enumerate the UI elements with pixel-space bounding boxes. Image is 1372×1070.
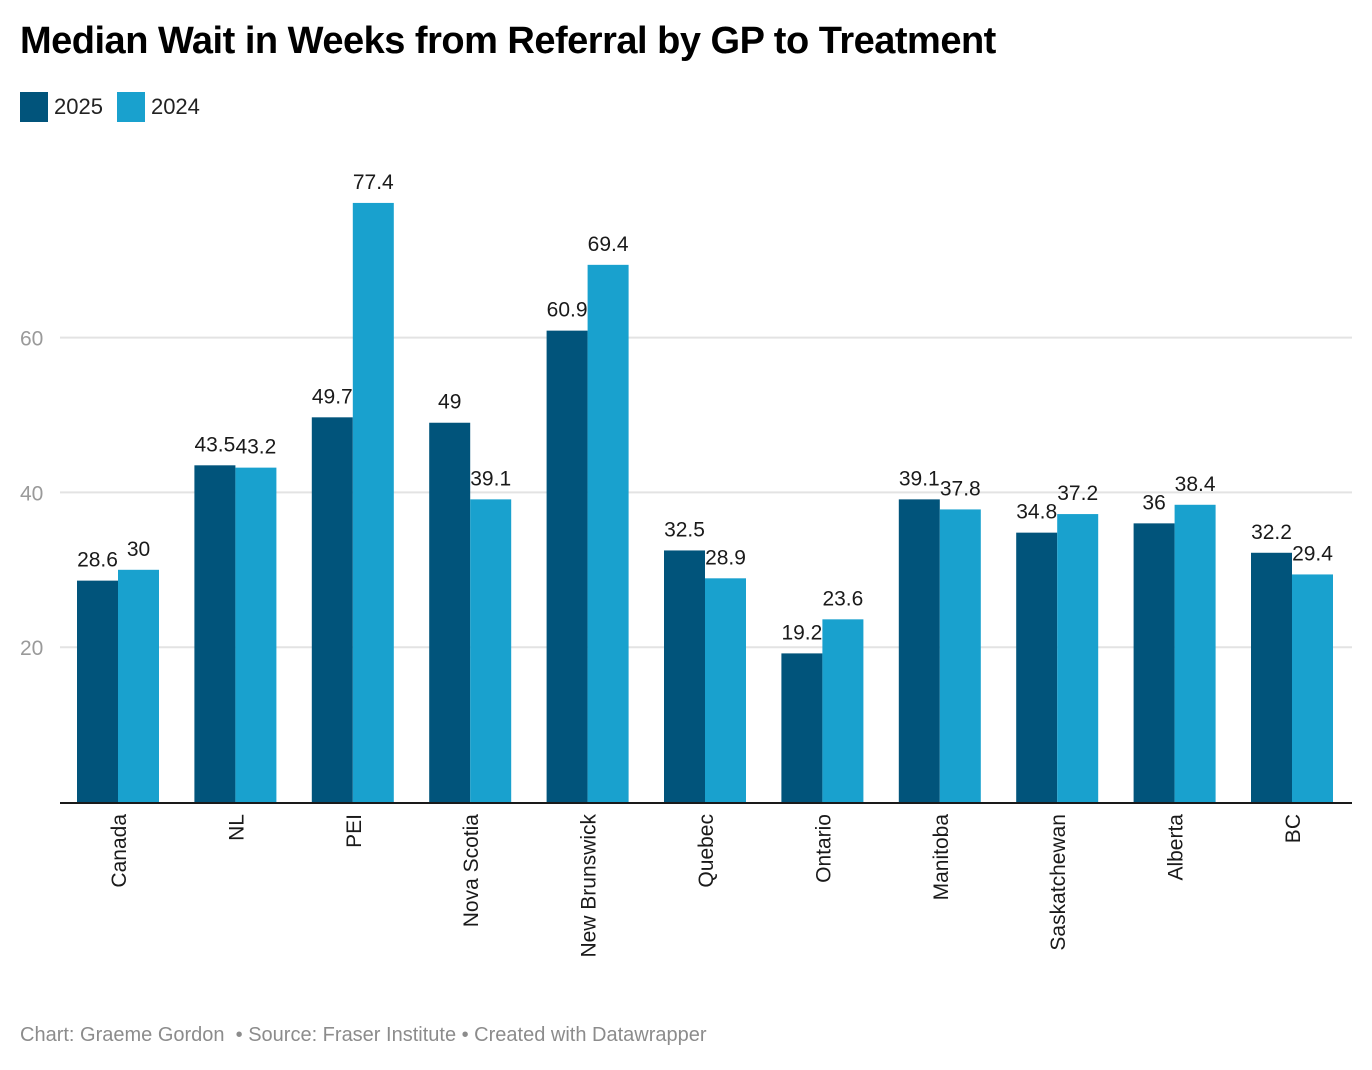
bar-2024-bc bbox=[1292, 574, 1333, 802]
data-label-2025-quebec: 32.5 bbox=[664, 518, 705, 541]
data-label-2025-manitoba: 39.1 bbox=[899, 467, 940, 490]
bar-2024-pei bbox=[352, 202, 394, 802]
data-label-2024-alberta: 38.4 bbox=[1175, 473, 1216, 496]
legend-label-2024: 2024 bbox=[150, 94, 200, 119]
data-label-2024-manitoba: 37.8 bbox=[940, 477, 981, 500]
x-tick-label-nl: NL bbox=[225, 814, 248, 841]
bar-2025-new-brunswick bbox=[546, 330, 588, 802]
data-label-2024-pei: 77.4 bbox=[353, 171, 394, 194]
x-tick-label-canada: Canada bbox=[108, 814, 131, 888]
bar-2024-new-brunswick bbox=[587, 264, 629, 802]
data-label-2025-saskatchewan: 34.8 bbox=[1016, 501, 1057, 524]
bar-2024-canada bbox=[118, 569, 159, 802]
data-label-2025-nova-scotia: 49 bbox=[438, 391, 461, 414]
data-label-2025-canada: 28.6 bbox=[77, 549, 118, 572]
bar-2025-quebec bbox=[664, 550, 705, 802]
bar-2025-bc bbox=[1251, 552, 1292, 802]
bar-chart: 20 40 60 28.6 30 Canada 43.5 43.2 NL 49.7 77.4 PEI 4… bbox=[20, 171, 1352, 958]
bar-2024-ontario bbox=[822, 619, 864, 802]
x-tick-label-new-brunswick: New Brunswick bbox=[578, 814, 601, 958]
x-tick-label-pei: PEI bbox=[343, 814, 366, 848]
bar-2025-canada bbox=[77, 580, 118, 802]
bar-2025-saskatchewan bbox=[1016, 532, 1058, 802]
y-tick-label-20: 20 bbox=[20, 637, 43, 660]
data-label-2025-ontario: 19.2 bbox=[781, 621, 822, 644]
legend-item-2024: 2024 bbox=[116, 92, 200, 122]
data-label-2024-new-brunswick: 69.4 bbox=[588, 233, 629, 256]
data-label-2024-nova-scotia: 39.1 bbox=[470, 467, 511, 490]
bar-2024-nl bbox=[235, 467, 277, 802]
data-label-2024-saskatchewan: 37.2 bbox=[1057, 482, 1098, 505]
x-tick-label-quebec: Quebec bbox=[695, 814, 718, 888]
data-label-2025-bc: 32.2 bbox=[1251, 521, 1292, 544]
bar-2024-saskatchewan bbox=[1057, 514, 1099, 802]
data-label-2025-pei: 49.7 bbox=[312, 385, 353, 408]
x-tick-label-nova-scotia: Nova Scotia bbox=[460, 814, 483, 928]
bar-2025-pei bbox=[311, 417, 353, 802]
bar-2025-manitoba bbox=[898, 499, 940, 802]
x-tick-label-saskatchewan: Saskatchewan bbox=[1047, 814, 1070, 951]
bar-2024-manitoba bbox=[939, 509, 981, 802]
y-tick-label-40: 40 bbox=[20, 482, 43, 505]
data-label-2025-alberta: 36 bbox=[1142, 491, 1165, 514]
chart-title: Median Wait in Weeks from Referral by GP… bbox=[20, 20, 996, 62]
legend-swatch-2024 bbox=[116, 92, 145, 122]
x-tick-label-alberta: Alberta bbox=[1165, 814, 1188, 881]
x-tick-label-ontario: Ontario bbox=[812, 814, 835, 883]
bar-2024-alberta bbox=[1174, 504, 1216, 802]
data-label-2025-new-brunswick: 60.9 bbox=[547, 299, 588, 322]
data-label-2024-ontario: 23.6 bbox=[822, 587, 863, 610]
x-tick-label-manitoba: Manitoba bbox=[930, 814, 953, 901]
data-label-2024-quebec: 28.9 bbox=[705, 546, 746, 569]
data-label-2024-canada: 30 bbox=[127, 538, 150, 561]
legend-swatch-2025 bbox=[20, 92, 48, 122]
legend: 2025 2024 bbox=[20, 92, 214, 122]
data-label-2024-bc: 29.4 bbox=[1292, 542, 1333, 565]
bar-2024-quebec bbox=[705, 578, 746, 802]
bar-2024-nova-scotia bbox=[470, 499, 512, 802]
bar-2025-nl bbox=[194, 465, 236, 802]
y-tick-label-60: 60 bbox=[20, 328, 43, 351]
chart-footer: Chart: Graeme Gordon • Source: Fraser In… bbox=[20, 1024, 707, 1046]
legend-item-2025: 2025 bbox=[20, 92, 103, 122]
legend-label-2025: 2025 bbox=[54, 94, 103, 119]
bar-2025-nova-scotia bbox=[429, 422, 471, 802]
data-label-2024-nl: 43.2 bbox=[235, 436, 276, 459]
bar-2025-ontario bbox=[781, 653, 823, 802]
data-label-2025-nl: 43.5 bbox=[194, 433, 235, 456]
bar-2025-alberta bbox=[1133, 523, 1175, 802]
x-tick-label-bc: BC bbox=[1282, 814, 1305, 843]
